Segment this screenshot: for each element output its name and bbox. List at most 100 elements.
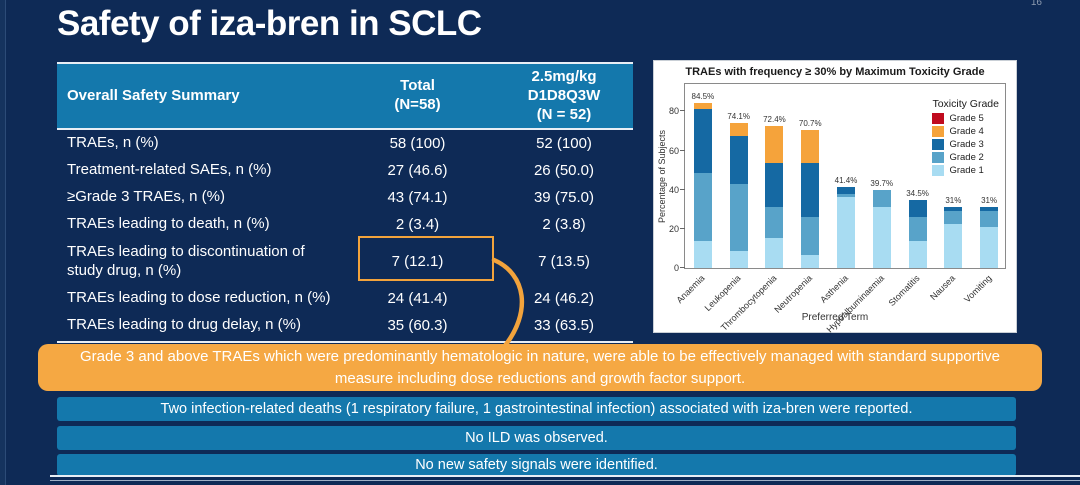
row-label: TRAEs leading to death, n (%) (67, 215, 270, 233)
bar-segment-grade-3 (729, 136, 748, 184)
bar-segment-grade-4 (693, 102, 712, 110)
chart-legend: Toxicity Grade Grade 5 Grade 4 Grade 3 Grad… (932, 98, 999, 178)
table-row: TRAEs leading to discontinuation of stud… (57, 238, 633, 285)
table-row: TRAEs leading to drug delay, n (%) 35 (60… (57, 312, 633, 339)
table-row: TRAEs, n (%) 58 (100) 52 (100) (57, 130, 633, 157)
left-edge-strip (0, 0, 6, 485)
note-no-new-signals: No new safety signals were identified. (57, 454, 1016, 476)
legend-label: Grade 3 (949, 139, 984, 150)
row-dose-value: 52 (100) (536, 135, 592, 153)
bar-value-label: 31% (981, 196, 998, 206)
y-tick-mark (680, 227, 685, 229)
row-dose-value: 26 (50.0) (533, 162, 595, 180)
table-header-summary: Overall Safety Summary (67, 86, 240, 104)
row-label: ≥Grade 3 TRAEs, n (%) (67, 188, 226, 206)
x-category-label: Anaemia (674, 273, 707, 306)
row-dose-value: 2 (3.8) (542, 216, 586, 234)
y-tick-mark (680, 267, 685, 268)
legend-item: Grade 2 (932, 152, 999, 163)
y-tick-mark (680, 110, 685, 112)
x-category-label: Asthenia (818, 273, 851, 305)
chart-title: TRAEs with frequency ≥ 30% by Maximum To… (685, 66, 985, 78)
note-infection-deaths: Two infection-related deaths (1 respirat… (57, 397, 1016, 421)
row-dose-value: 33 (63.5) (533, 317, 595, 335)
bar-segment-grade-1 (908, 240, 927, 268)
bar-segment-grade-4 (765, 126, 784, 164)
row-label: TRAEs leading to drug delay, n (%) (67, 316, 302, 334)
y-tick-mark (680, 149, 685, 151)
legend-label: Grade 4 (949, 126, 984, 137)
bar-segment-grade-3 (980, 207, 999, 211)
legend-item: Grade 4 (932, 126, 999, 137)
bar-segment-grade-2 (693, 173, 712, 241)
bar-segment-grade-2 (944, 210, 963, 225)
row-total-value: 2 (3.4) (395, 216, 440, 234)
note-no-ild: No ILD was observed. (57, 426, 1016, 450)
bar-value-label: 74.1% (727, 111, 750, 121)
slide-bottom-line-2 (50, 480, 1080, 481)
x-category-label: Nausea (928, 273, 958, 303)
bar-segment-grade-3 (944, 207, 963, 211)
bar-value-label: 31% (945, 196, 962, 206)
bar-value-label: 41.4% (834, 175, 858, 185)
bar-segment-grade-4 (729, 122, 748, 137)
slide-bottom-line-1 (50, 475, 1080, 477)
page-title: Safety of iza-bren in SCLC (57, 4, 482, 43)
legend-swatch (932, 165, 945, 176)
overall-safety-summary-table: Overall Safety Summary Total (N=58) 2.5m… (57, 62, 633, 350)
chart-plot-area: Toxicity Grade Grade 5 Grade 4 Grade 3 Grad… (669, 83, 1006, 273)
legend-label: Grade 1 (949, 165, 984, 176)
bar-segment-grade-1 (801, 254, 820, 268)
table-header-total: Total (N=58) (394, 77, 441, 114)
bar-segment-grade-1 (765, 237, 784, 268)
table-header-dose: 2.5mg/kg D1D8Q3W (N = 52) (527, 68, 601, 123)
bar-segment-grade-3 (837, 186, 855, 194)
x-category-label: Vomiting (961, 273, 994, 305)
row-dose-value: 7 (13.5) (538, 253, 590, 271)
bar-segment-grade-2 (908, 217, 927, 241)
row-label: TRAEs leading to dose reduction, n (%) (67, 289, 331, 307)
table-row: ≥Grade 3 TRAEs, n (%) 43 (74.1) 39 (75.0) (57, 184, 633, 211)
bar-segment-grade-3 (765, 163, 784, 208)
bar-value-label: 72.4% (763, 115, 786, 125)
slide-number: 16 (1030, 0, 1042, 8)
bar-segment-grade-1 (944, 224, 963, 268)
row-total-value: 24 (41.4) (387, 290, 448, 308)
bar-value-label: 34.5% (906, 189, 929, 199)
table-row: TRAEs leading to death, n (%) 2 (3.4) 2 (3… (57, 211, 633, 238)
legend-swatch (932, 152, 945, 163)
table-row: TRAEs leading to dose reduction, n (%) 24… (57, 285, 633, 312)
bar-value-label: 84.5% (691, 91, 715, 101)
row-label: Treatment-related SAEs, n (%) (67, 161, 272, 179)
orange-callout: Grade 3 and above TRAEs which were predo… (38, 344, 1042, 391)
bar-segment-grade-2 (801, 217, 820, 255)
legend-item: Grade 3 (932, 139, 999, 150)
y-tick-label: 0 (673, 263, 679, 273)
table-body: TRAEs, n (%) 58 (100) 52 (100) Treatment-re… (57, 130, 633, 339)
row-label: TRAEs leading to discontinuation of stud… (67, 243, 305, 279)
bar-segment-grade-2 (765, 207, 784, 238)
legend-item: Grade 1 (932, 165, 999, 176)
y-tick-label: 20 (668, 223, 679, 234)
bar-segment-grade-3 (693, 109, 712, 174)
legend-item: Grade 5 (932, 113, 999, 124)
y-tick-label: 40 (668, 184, 679, 195)
row-total-value: 58 (100) (389, 135, 446, 153)
y-tick-label: 80 (668, 106, 679, 117)
bar-value-label: 70.7% (798, 118, 822, 128)
table-top-border (57, 62, 633, 64)
legend-swatch (932, 139, 945, 150)
y-tick-mark (680, 188, 685, 190)
chart-legend-title: Toxicity Grade (932, 98, 999, 110)
legend-swatch (932, 126, 945, 137)
row-label: TRAEs, n (%) (67, 134, 159, 152)
row-total-value: 7 (12.1) (391, 253, 444, 271)
y-tick-label: 60 (668, 145, 679, 156)
bar-segment-grade-4 (801, 129, 820, 164)
row-total-value: 27 (46.6) (387, 162, 448, 180)
bar-segment-grade-1 (872, 207, 891, 268)
trae-chart-panel: TRAEs with frequency ≥ 30% by Maximum To… (653, 60, 1017, 335)
table-row: Treatment-related SAEs, n (%) 27 (46.6) 26… (57, 157, 633, 184)
bar-segment-grade-2 (872, 190, 891, 208)
table-header-row: Overall Safety Summary Total (N=58) 2.5m… (57, 64, 633, 129)
